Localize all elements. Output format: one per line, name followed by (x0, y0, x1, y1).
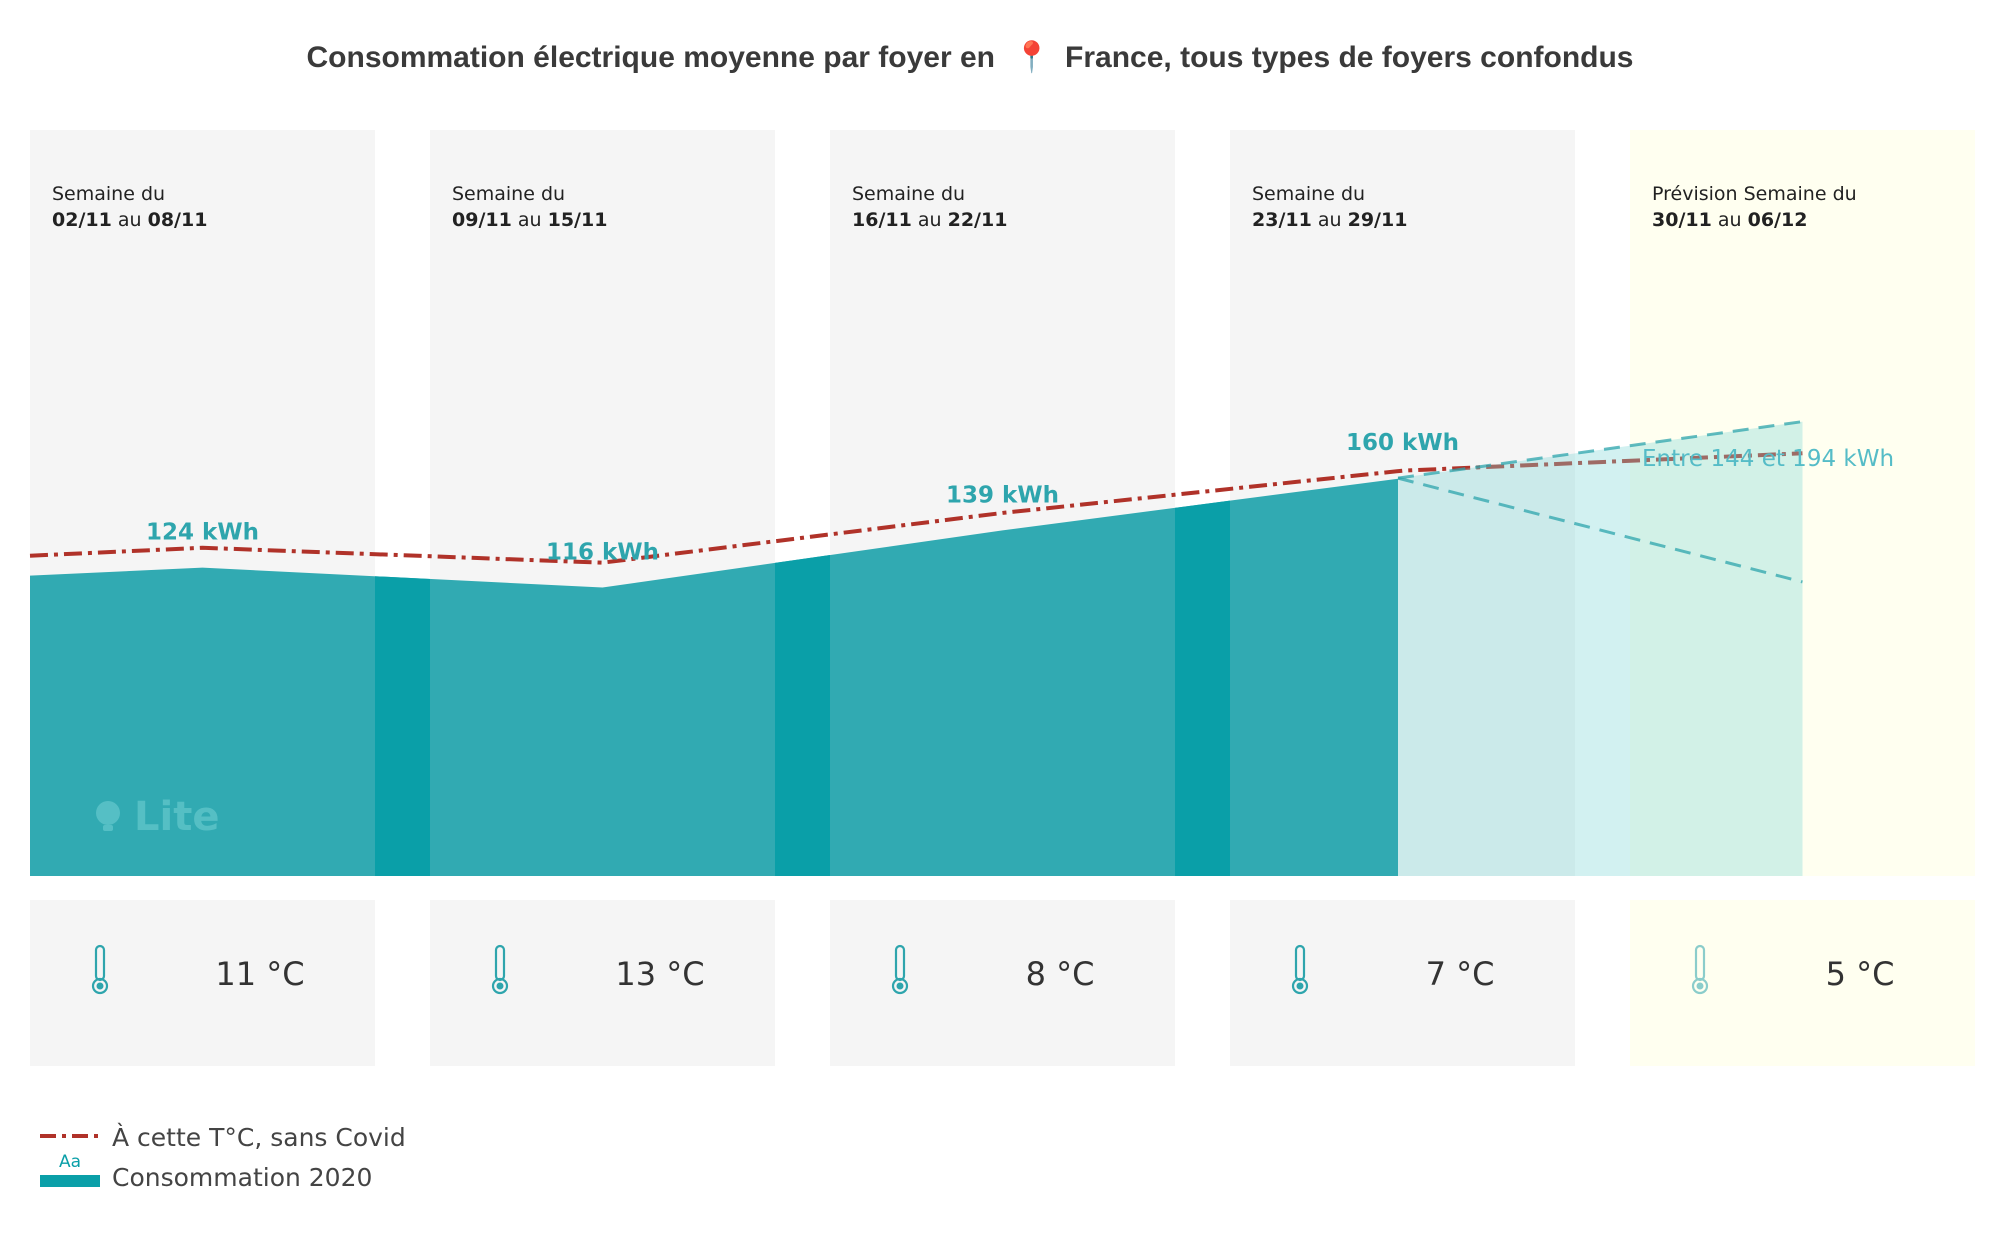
thermometer-fill (1296, 982, 1304, 990)
thermometer-bulb (491, 977, 509, 995)
legend-icon-text: Aa (59, 1152, 81, 1172)
temp-panel (1630, 900, 1975, 1066)
week-range: 16/11 au 22/11 (852, 209, 1007, 231)
consumption-gap (1175, 500, 1230, 876)
consumption-gap (375, 576, 430, 876)
title-part-2: France, tous types de foyers confondus (1065, 41, 1633, 74)
week-label: Semaine du (52, 183, 165, 205)
week-label: Semaine du (1252, 183, 1365, 205)
week-label: Semaine du (852, 183, 965, 205)
watermark-text: Lite (134, 794, 219, 840)
consumption-gap (775, 555, 830, 876)
temperature-value: 11 °C (215, 955, 304, 993)
week-range: 02/11 au 08/11 (52, 209, 207, 231)
thermometer-fill (496, 982, 504, 990)
pin-icon: 📍 (1013, 39, 1050, 74)
thermometer-fill (96, 982, 104, 990)
value-label: 124 kWh (146, 520, 259, 546)
week-panel (1630, 130, 1975, 876)
thermometer-fill (896, 982, 904, 990)
week-label: Prévision Semaine du (1652, 183, 1857, 205)
thermometer-bulb (1691, 977, 1709, 995)
value-label: 116 kWh (546, 540, 659, 566)
temp-panels: 11 °C 13 °C 8 °C 7 °C 5 °C (30, 900, 1975, 1066)
forecast-upper-line (1397, 420, 1803, 480)
bulb-icon (96, 801, 120, 831)
temperature-value: 5 °C (1826, 955, 1895, 993)
temperature-value: 8 °C (1026, 955, 1095, 993)
legend-item-baseline: À cette T°C, sans Covid (40, 1123, 406, 1152)
legend-item-consumption: Aa Consommation 2020 (40, 1152, 372, 1192)
temp-panel (430, 900, 775, 1066)
thermometer-icon (1691, 944, 1709, 995)
thermometer-icon (1291, 944, 1309, 995)
temp-panel (1230, 900, 1575, 1066)
thermometer-bulb (891, 977, 909, 995)
forecast-layer (1397, 420, 1803, 876)
temp-panel (30, 900, 375, 1066)
value-label: 160 kWh (1346, 430, 1459, 456)
forecast-band (1398, 421, 1803, 876)
thermometer-fill (1696, 982, 1704, 990)
week-range: 09/11 au 15/11 (452, 209, 607, 231)
temperature-value: 7 °C (1426, 955, 1495, 993)
temp-panel (830, 900, 1175, 1066)
title-part-1: Consommation électrique moyenne par foye… (307, 41, 996, 74)
baseline-layer (29, 451, 1803, 565)
value-label: 139 kWh (946, 482, 1059, 508)
chart-title: Consommation électrique moyenne par foye… (307, 39, 1634, 74)
thermometer-icon (891, 944, 909, 995)
areas (30, 478, 1403, 876)
temperature-value: 13 °C (615, 955, 704, 993)
baseline-line (29, 451, 1803, 565)
legend-label-consumption: Consommation 2020 (112, 1163, 372, 1192)
week-range: 23/11 au 29/11 (1252, 209, 1407, 231)
thermometer-bulb (91, 977, 109, 995)
legend-swatch-consumption (40, 1175, 100, 1187)
watermark: Lite (96, 794, 219, 840)
legend-label-baseline: À cette T°C, sans Covid (112, 1123, 406, 1152)
consumption-area (30, 478, 1403, 876)
week-label: Semaine du (452, 183, 565, 205)
thermometer-icon (491, 944, 509, 995)
legend: À cette T°C, sans Covid Aa Consommation … (40, 1123, 406, 1192)
thermometer-bulb (1291, 977, 1309, 995)
forecast-range-label: Entre 144 et 194 kWh (1642, 446, 1894, 472)
forecast-lower-line (1397, 476, 1803, 584)
thermometer-icon (91, 944, 109, 995)
week-range: 30/11 au 06/12 (1652, 209, 1807, 231)
labels: 124 kWh 116 kWh 139 kWh 160 kWh Entre 144 et… (146, 430, 1894, 565)
